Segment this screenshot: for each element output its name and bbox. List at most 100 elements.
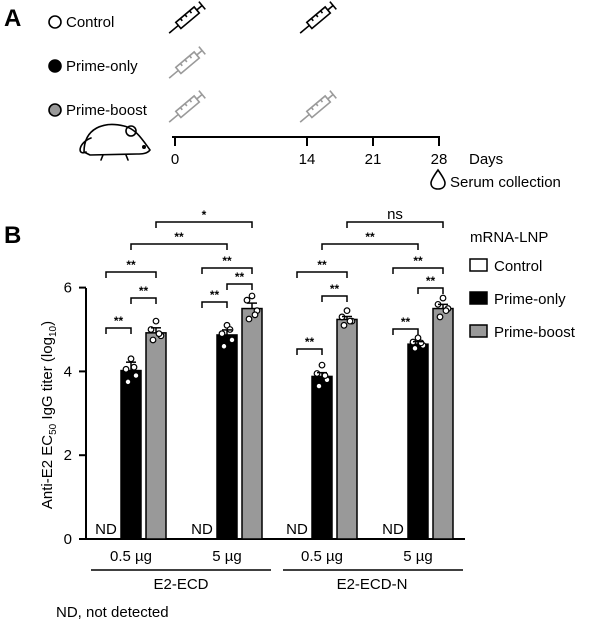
group-label-prime-boost: Prime-boost <box>66 102 148 119</box>
significance-bracket <box>105 327 132 334</box>
legend: mRNA-LNP Control Prime-only Prime-boost <box>469 229 576 341</box>
y-ticks: 0 2 4 6 <box>64 280 86 548</box>
data-point <box>321 372 329 379</box>
data-point <box>411 344 419 352</box>
significance-label: ** <box>139 284 149 298</box>
data-point <box>340 321 348 329</box>
bars <box>120 307 454 540</box>
data-point <box>318 361 326 369</box>
significance-bracket <box>321 295 348 302</box>
significance-brackets: *****************************ns <box>105 206 444 355</box>
dose-label: 5 µg <box>403 548 433 565</box>
data-point <box>436 313 444 321</box>
dose-label: 0.5 µg <box>301 548 343 565</box>
syringe-icon <box>168 90 206 123</box>
error-bars <box>126 302 448 377</box>
significance-label: * <box>202 208 207 222</box>
significance-label: ** <box>401 315 411 329</box>
bar <box>216 334 238 540</box>
nd-labels: ND ND ND ND <box>95 521 404 538</box>
significance-bracket <box>130 297 157 304</box>
legend-swatch-prime-boost <box>469 324 488 338</box>
data-point <box>130 363 138 371</box>
timeline-unit: Days <box>469 151 503 168</box>
y-axis: 0 2 4 6 Anti-E2 EC50 IgG titer (log10) <box>39 280 87 548</box>
significance-bracket <box>201 267 253 274</box>
bar <box>432 307 454 540</box>
panel-a-letter: A <box>4 5 21 32</box>
y-axis-label-subscript: 10 <box>48 325 59 337</box>
significance-bracket <box>346 221 444 228</box>
significance-label: ** <box>317 258 327 272</box>
data-point <box>251 311 259 319</box>
significance-label: ** <box>305 335 315 349</box>
y-tick-label: 4 <box>64 363 72 380</box>
data-point <box>127 355 135 363</box>
legend-label: Prime-only <box>494 291 566 308</box>
bar <box>311 375 333 540</box>
group-label-control: Control <box>66 14 114 31</box>
data-points <box>122 292 452 390</box>
data-point <box>152 317 160 325</box>
data-point <box>343 307 351 315</box>
bar <box>145 332 167 540</box>
data-point <box>243 296 251 304</box>
nd-label: ND <box>286 521 308 538</box>
panel-b-letter: B <box>4 222 21 249</box>
significance-bracket <box>321 243 419 250</box>
y-axis-label-subscript: 50 <box>48 423 59 435</box>
group-label-prime-only: Prime-only <box>66 58 138 75</box>
antigen-label: E2-ECD <box>153 576 208 593</box>
timeline-day-label: 21 <box>365 151 382 168</box>
significance-label: ** <box>330 282 340 296</box>
significance-label: ** <box>426 274 436 288</box>
significance-label: ** <box>126 258 136 272</box>
significance-label: ** <box>365 230 375 244</box>
significance-label: ** <box>114 314 124 328</box>
syringe-icon <box>299 90 337 123</box>
bar <box>407 343 429 540</box>
significance-bracket <box>130 243 228 250</box>
group-marker-prime-only <box>48 59 62 73</box>
data-point <box>132 372 140 379</box>
nd-footnote: ND, not detected <box>56 604 169 621</box>
significance-label: ** <box>222 254 232 268</box>
group-prime-boost: Prime-boost <box>48 102 148 119</box>
timeline-day-label: 14 <box>299 151 316 168</box>
legend-label: Control <box>494 258 542 275</box>
significance-bracket <box>296 348 323 355</box>
group-marker-control <box>48 15 62 29</box>
data-point <box>414 334 422 342</box>
significance-bracket <box>392 267 444 274</box>
dose-label: 5 µg <box>212 548 242 565</box>
antigen-label: E2-ECD-N <box>337 576 408 593</box>
data-point <box>228 336 236 344</box>
significance-label: ** <box>235 270 245 284</box>
data-point <box>346 317 354 325</box>
bar <box>120 369 142 540</box>
data-point <box>248 292 256 300</box>
legend-swatch-prime-only <box>469 291 488 305</box>
y-axis-label-part: ) <box>39 321 56 326</box>
y-tick-label: 6 <box>64 280 72 297</box>
syringe-icon <box>168 46 206 79</box>
nd-label: ND <box>95 521 117 538</box>
bar <box>336 318 358 540</box>
data-point <box>439 294 447 302</box>
significance-bracket <box>392 328 419 335</box>
significance-bracket <box>417 287 444 294</box>
x-categories: 0.5 µg 5 µg 0.5 µg 5 µg E2-ECD E2-ECD-N <box>91 548 463 593</box>
significance-label: ** <box>210 288 220 302</box>
nd-label: ND <box>382 521 404 538</box>
syringe-icon <box>299 1 337 34</box>
y-axis-label-part: IgG titer (log <box>39 337 56 424</box>
mouse-icon <box>79 123 151 161</box>
significance-bracket <box>105 271 157 278</box>
syringes <box>168 1 337 123</box>
data-point <box>149 336 157 344</box>
timeline-day-label: 0 <box>171 151 179 168</box>
bar <box>241 307 263 540</box>
droplet-icon <box>430 168 446 190</box>
